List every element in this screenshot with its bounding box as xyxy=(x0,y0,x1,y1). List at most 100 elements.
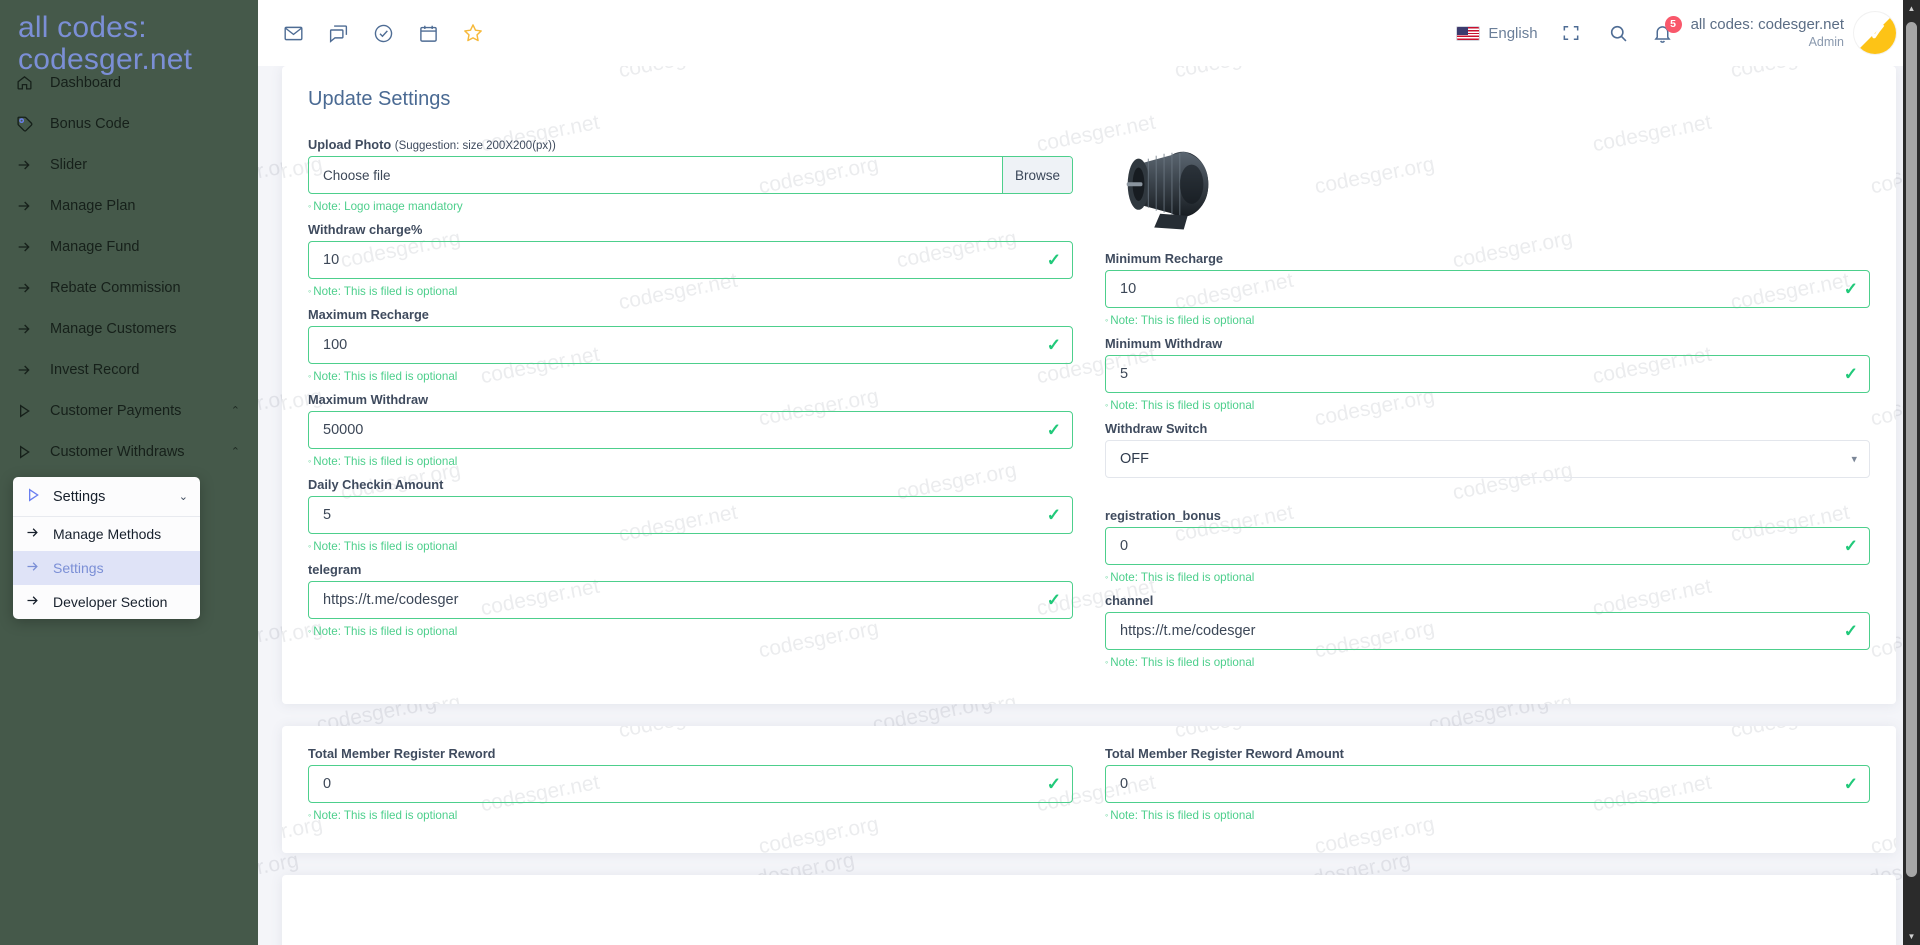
note-dot-icon: ◦ xyxy=(1105,657,1109,668)
play-triangle-icon xyxy=(16,444,50,460)
scroll-up-arrow[interactable]: ▲ xyxy=(1907,4,1916,13)
avatar[interactable]: ✓ xyxy=(1854,12,1896,54)
sidebar-item-manage-methods[interactable]: Manage Methods xyxy=(13,517,200,551)
minimum-recharge-input[interactable] xyxy=(1105,270,1870,309)
note-text: Note: This is filed is optional xyxy=(1110,314,1255,328)
calendar-icon[interactable] xyxy=(413,18,443,48)
minimum-withdraw-wrap: ✓ xyxy=(1105,355,1870,394)
sidebar-item-settings-sub[interactable]: Settings xyxy=(13,551,200,585)
withdraw-charge-label: Withdraw charge% xyxy=(308,222,423,237)
sidebar-item-developer-section[interactable]: Developer Section xyxy=(13,585,200,619)
maximum-withdraw-wrap: ✓ xyxy=(308,411,1073,449)
sidebar-item-customer-payments[interactable]: Customer Payments ⌃ xyxy=(0,390,258,431)
total-member-register-reword-label: Total Member Register Reword xyxy=(308,746,496,762)
settings-column-left: Upload Photo (Suggestion: size 200X200(p… xyxy=(308,137,1073,678)
mail-icon[interactable] xyxy=(278,18,308,48)
scrollbar-thumb[interactable] xyxy=(1906,22,1917,877)
registration-bonus-input[interactable] xyxy=(1105,527,1870,566)
user-role: Admin xyxy=(1808,34,1844,49)
minimum-recharge-wrap: ✓ xyxy=(1105,270,1870,309)
chat-icon[interactable] xyxy=(323,18,353,48)
browse-button[interactable]: Browse xyxy=(1002,157,1072,193)
note-dot-icon: ◦ xyxy=(1105,572,1109,583)
member-reword-grid: Total Member Register Reword ✓ ◦Note: Th… xyxy=(308,746,1870,831)
note-text: Note: This is filed is optional xyxy=(313,809,458,823)
watermark-text: codesger.org xyxy=(1868,152,1896,199)
language-selector[interactable]: English xyxy=(1456,25,1538,42)
withdraw-switch-wrap: ▾ xyxy=(1105,440,1870,479)
sidebar-item-label: Invest Record xyxy=(50,361,140,378)
watermark-text: codesger.org xyxy=(339,691,463,705)
watermark-text: codesger.org xyxy=(1868,384,1896,431)
play-triangle-icon xyxy=(16,403,50,419)
play-triangle-icon xyxy=(25,487,53,507)
total-member-register-reword-wrap: ✓ xyxy=(308,765,1073,804)
sidebar-item-settings[interactable]: Settings ⌄ xyxy=(13,477,200,517)
sidebar-item-manage-plan[interactable]: Manage Plan xyxy=(0,185,258,226)
watermark-text: codesger.net xyxy=(1729,66,1852,83)
topbar-right: English 5 all codes: codesger.net Admin xyxy=(1456,12,1896,54)
maximum-withdraw-label: Maximum Withdraw xyxy=(308,392,429,407)
sidebar-item-slider[interactable]: Slider xyxy=(0,144,258,185)
note-dot-icon: ◦ xyxy=(308,201,312,211)
daily-checkin-amount-label: Daily Checkin Amount xyxy=(308,477,444,492)
search-icon[interactable] xyxy=(1604,18,1634,48)
sidebar-item-customer-withdraws[interactable]: Customer Withdraws ⌃ xyxy=(0,431,258,472)
withdraw-charge-input[interactable] xyxy=(308,241,1073,279)
window-scrollbar[interactable]: ▲ ▼ xyxy=(1903,0,1920,945)
note-dot-icon: ◦ xyxy=(308,286,312,296)
total-member-register-reword-group: Total Member Register Reword ✓ ◦Note: Th… xyxy=(308,746,1073,822)
total-member-register-reword-amount-group: Total Member Register Reword Amount ✓ ◦N… xyxy=(1105,746,1870,822)
note-dot-icon: ◦ xyxy=(308,810,312,821)
check-circle-icon[interactable] xyxy=(368,18,398,48)
star-icon[interactable] xyxy=(458,18,488,48)
settings-submenu-panel: Settings ⌄ Manage Methods Settings Deve xyxy=(13,477,200,619)
maximum-recharge-input[interactable] xyxy=(308,326,1073,364)
note-dot-icon: ◦ xyxy=(308,371,312,381)
daily-checkin-amount-group: Daily Checkin Amount ✓ ◦Note: This is fi… xyxy=(308,477,1073,553)
watermark-text: codesger.net xyxy=(1729,726,1852,743)
notification-bell[interactable]: 5 xyxy=(1652,15,1682,44)
sidebar-item-manage-fund[interactable]: Manage Fund xyxy=(0,226,258,267)
home-icon xyxy=(16,74,50,91)
telegram-input[interactable] xyxy=(308,581,1073,619)
user-text: all codes: codesger.net Admin xyxy=(1691,16,1844,50)
chevron-up-icon: ⌃ xyxy=(230,405,240,417)
upload-photo-note-text: Note: Logo image mandatory xyxy=(313,200,463,213)
note-text: Note: This is filed is optional xyxy=(1110,399,1255,413)
daily-checkin-amount-input[interactable] xyxy=(308,496,1073,534)
maximum-withdraw-input[interactable] xyxy=(308,411,1073,449)
sidebar-item-rebate-commission[interactable]: Rebate Commission xyxy=(0,267,258,308)
minimum-withdraw-label: Minimum Withdraw xyxy=(1105,336,1223,352)
next-settings-card xyxy=(282,875,1896,945)
total-member-register-reword-amount-label: Total Member Register Reword Amount xyxy=(1105,746,1344,762)
note-text: Note: This is filed is optional xyxy=(313,455,458,468)
withdraw-charge-wrap: ✓ xyxy=(308,241,1073,279)
withdraw-switch-select[interactable] xyxy=(1105,440,1870,479)
sidebar-item-label: Bonus Code xyxy=(50,115,130,132)
fullscreen-icon[interactable] xyxy=(1556,18,1586,48)
channel-input[interactable] xyxy=(1105,612,1870,651)
minimum-withdraw-input[interactable] xyxy=(1105,355,1870,394)
total-member-register-reword-amount-input[interactable] xyxy=(1105,765,1870,804)
upload-photo-label-text: Upload Photo xyxy=(308,137,392,152)
arrow-right-icon xyxy=(25,593,53,611)
minimum-withdraw-group: Minimum Withdraw ✓ ◦Note: This is filed … xyxy=(1105,336,1870,412)
total-member-register-reword-input[interactable] xyxy=(308,765,1073,804)
withdraw-charge-note: ◦ Note: This is filed is optional xyxy=(308,285,1073,298)
sidebar-item-dashboard[interactable]: Dashboard xyxy=(0,62,258,103)
file-input[interactable]: Choose file Browse xyxy=(308,156,1073,194)
sidebar-item-manage-customers[interactable]: Manage Customers xyxy=(0,308,258,349)
watermark-text: codesger.org xyxy=(1868,812,1896,854)
member-reword-column-left: Total Member Register Reword ✓ ◦Note: Th… xyxy=(308,746,1073,831)
sidebar-item-invest-record[interactable]: Invest Record xyxy=(0,349,258,390)
user-name: all codes: codesger.net xyxy=(1690,15,1844,33)
note-dot-icon: ◦ xyxy=(308,456,312,466)
sidebar-item-bonus-code[interactable]: Bonus Code xyxy=(0,103,258,144)
minimum-withdraw-note: ◦ Note: This is filed is optional xyxy=(1105,399,1870,412)
chevron-down-icon: ⌄ xyxy=(178,491,188,503)
user-menu[interactable]: all codes: codesger.net Admin ✓ xyxy=(1691,12,1896,54)
content-scroll-area[interactable]: codesger.org codesger.net codesger.org code… xyxy=(258,66,1920,945)
scroll-down-arrow[interactable]: ▼ xyxy=(1907,932,1916,941)
minimum-recharge-label: Minimum Recharge xyxy=(1105,251,1224,267)
